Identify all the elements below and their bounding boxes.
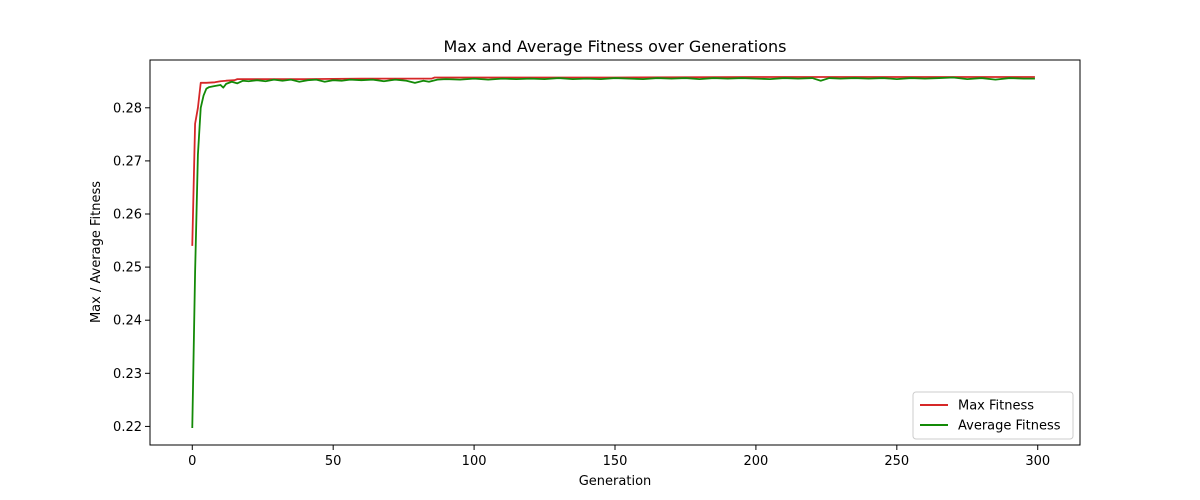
legend-box <box>912 391 1074 440</box>
x-tick-label: 100 <box>462 454 487 469</box>
x-tick-label: 150 <box>603 454 628 469</box>
y-tick-label: 0.23 <box>113 367 142 382</box>
x-tick-label: 250 <box>884 454 909 469</box>
series-line-max-fitness <box>191 76 1035 246</box>
legend-label: Max Fitness <box>958 399 1034 414</box>
y-tick-label: 0.26 <box>113 208 142 223</box>
legend-label: Average Fitness <box>958 419 1061 434</box>
x-tick-label: 50 <box>325 454 342 469</box>
y-tick-label: 0.25 <box>113 261 142 276</box>
series-line-average-fitness <box>191 76 1035 429</box>
x-axis: 0 50 100 150 200 250 300 <box>188 445 1050 469</box>
axes-frame <box>149 59 1081 446</box>
legend: Max Fitness Average Fitness <box>912 391 1074 440</box>
x-axis-label: Generation <box>579 474 652 489</box>
series-layer <box>191 76 1035 429</box>
y-axis-label: Max / Average Fitness <box>89 181 104 323</box>
y-axis: 0.22 0.23 0.24 0.25 0.26 0.27 0.28 <box>113 101 150 435</box>
y-tick-label: 0.24 <box>113 314 142 329</box>
y-tick-label: 0.22 <box>113 420 142 435</box>
y-tick-label: 0.28 <box>113 101 142 116</box>
y-tick-label: 0.27 <box>113 154 142 169</box>
chart-title: Max and Average Fitness over Generations <box>444 37 787 56</box>
x-tick-label: 300 <box>1025 454 1050 469</box>
x-tick-label: 200 <box>743 454 768 469</box>
x-tick-label: 0 <box>188 454 196 469</box>
